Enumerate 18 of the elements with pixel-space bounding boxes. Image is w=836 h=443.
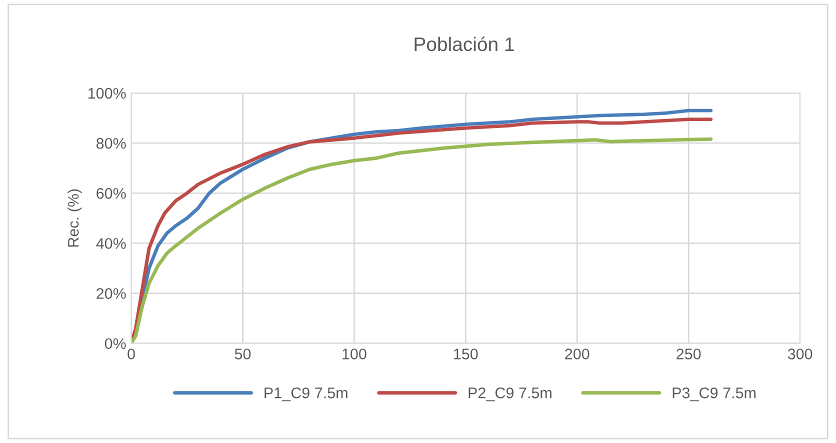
y-tick-label: 100% [88,88,126,99]
x-tick-label: 100 [342,348,366,360]
y-tick-label: 0% [104,338,126,350]
y-tick-label: 40% [96,238,126,249]
x-tick-label: 200 [565,348,590,360]
y-axis-title: Rec. (%) [68,189,82,247]
y-tick-label: 80% [96,138,126,149]
x-tick-label: 300 [788,348,812,360]
x-tick-label: 0 [128,348,135,360]
legend-label: P3_C9 7.5m [672,388,756,402]
y-tick-label: 20% [96,288,126,299]
legend-label: P2_C9 7.5m [468,388,552,402]
x-tick-label: 150 [454,348,478,360]
chart-title: Población 1 [414,36,514,52]
x-tick-label: 250 [676,348,701,360]
legend-label: P1_C9 7.5m [264,388,348,402]
y-tick-label: 60% [96,188,126,199]
x-tick-label: 50 [234,348,251,360]
